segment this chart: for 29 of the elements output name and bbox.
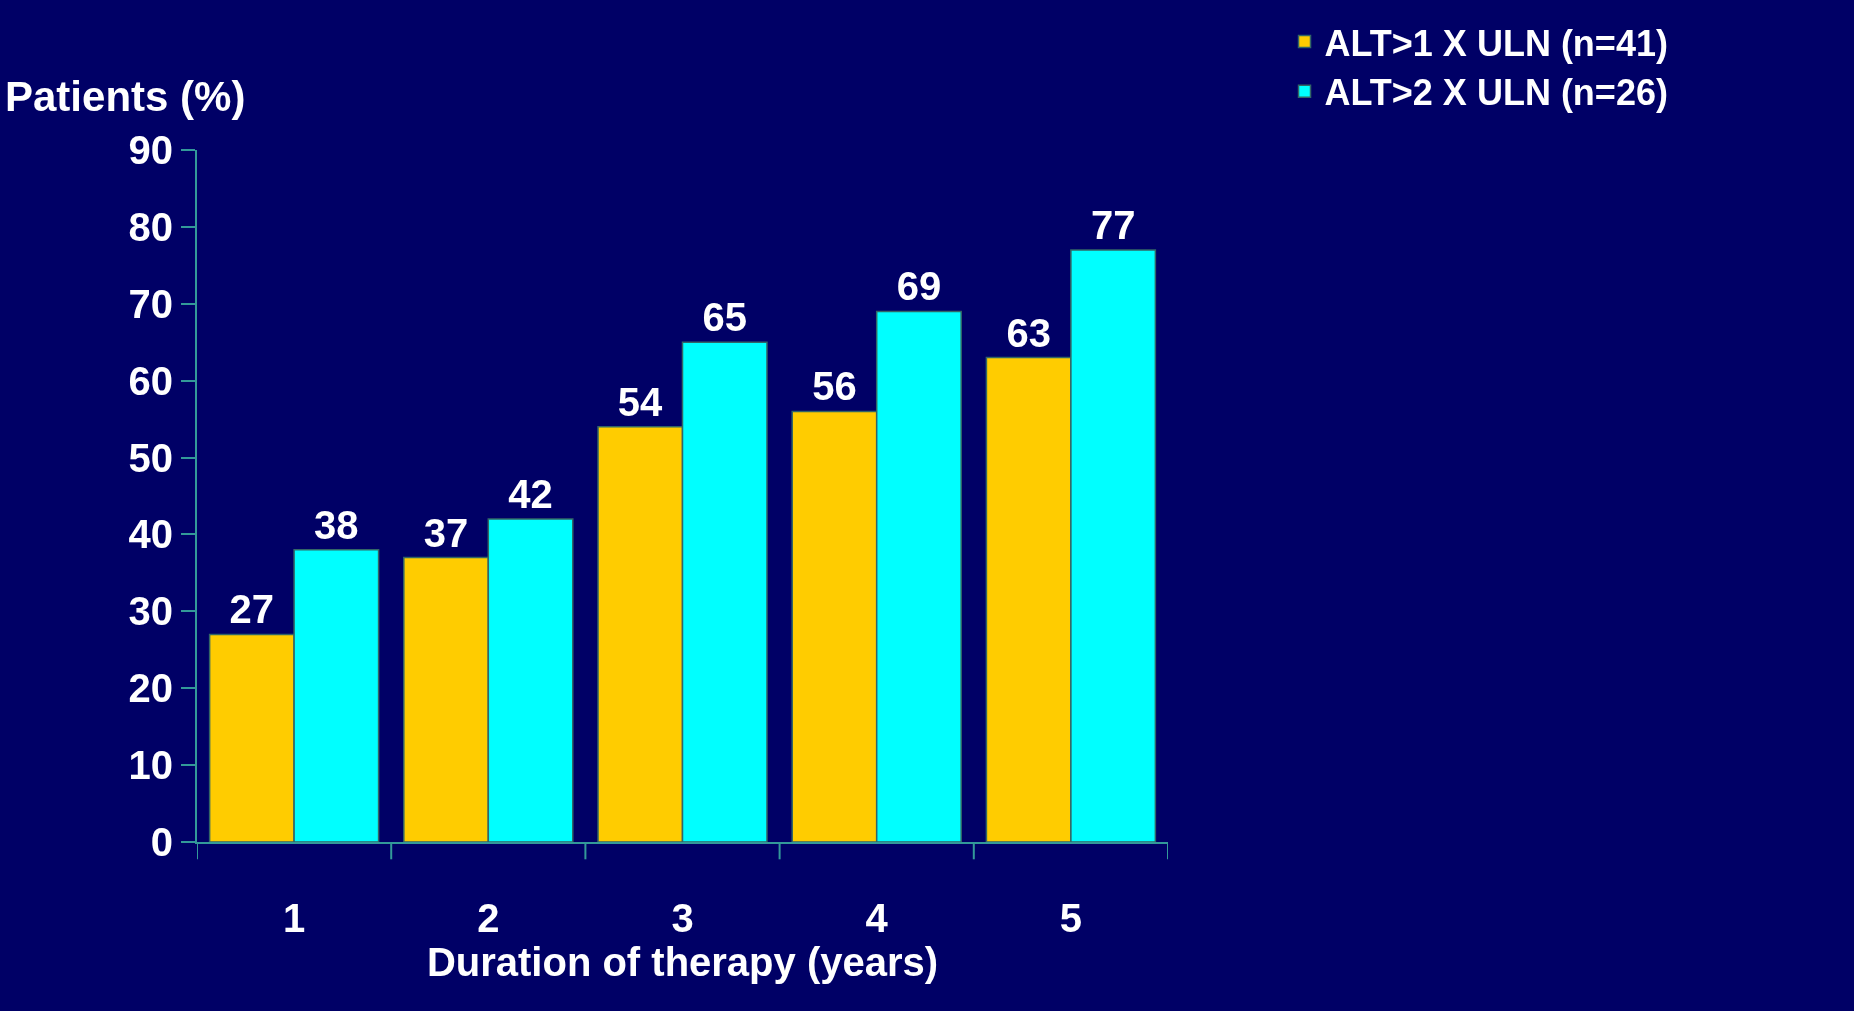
legend-label: ALT>1 X ULN (n=41) [1324,22,1668,64]
y-tick-label: 40 [128,512,173,557]
y-tick-label: 60 [128,358,173,403]
data-label: 42 [508,472,553,517]
y-axis-title: Patients (%) [5,73,246,120]
y-tick-label: 20 [128,666,173,711]
x-axis-title: Duration of therapy (years) [426,940,939,984]
y-tick-label: 0 [150,820,173,864]
data-label: 65 [702,295,747,340]
data-label: 77 [1090,202,1136,247]
x-tick-label: 2 [477,896,500,940]
y-tick-label: 30 [128,589,173,634]
data-label: 54 [617,379,663,424]
y-tick-label: 70 [128,281,173,326]
data-label: 63 [1006,310,1051,355]
legend-label: ALT>2 X ULN (n=26) [1324,72,1668,114]
data-label: 37 [423,510,469,555]
x-tick-label: 4 [865,896,889,940]
data-label: 27 [229,587,275,632]
data-label: 56 [812,364,857,409]
data-label: 38 [314,502,359,547]
y-tick-label: 10 [128,743,173,788]
x-tick-label: 5 [1059,896,1083,940]
x-tick-label: 1 [282,896,306,940]
y-tick-label: 80 [128,204,173,249]
x-tick-label: 3 [671,896,694,940]
y-tick-label: 90 [128,128,173,172]
y-tick-label: 50 [128,435,173,480]
data-label: 69 [896,264,942,309]
